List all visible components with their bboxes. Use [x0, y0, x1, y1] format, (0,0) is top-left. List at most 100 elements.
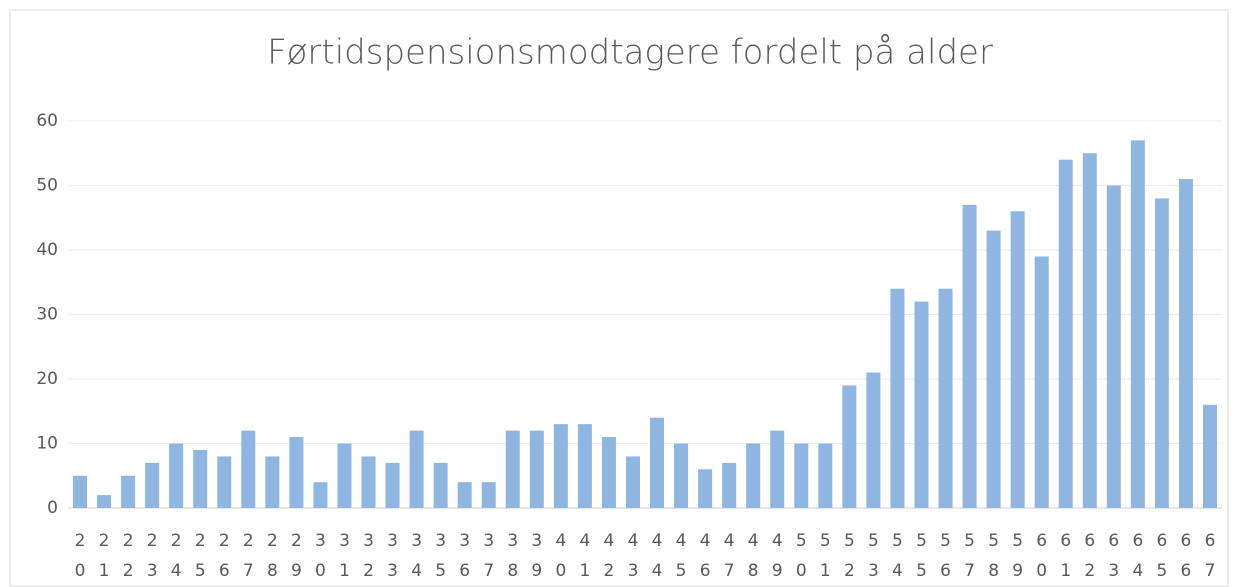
y-tick-label: 10 — [36, 434, 58, 454]
bar — [577, 424, 592, 508]
bar — [674, 443, 689, 508]
bar — [842, 385, 857, 508]
y-tick-label: 50 — [36, 176, 58, 196]
y-tick-label: 60 — [36, 111, 58, 131]
bar — [962, 204, 977, 508]
bar — [121, 475, 136, 508]
bar — [409, 430, 424, 508]
bar — [1202, 404, 1217, 508]
bar — [169, 443, 184, 508]
bar — [529, 430, 544, 508]
bar — [481, 482, 496, 508]
bar — [1154, 198, 1169, 508]
y-tick-label: 20 — [36, 369, 58, 389]
bar — [746, 443, 761, 508]
bar — [938, 288, 953, 508]
bar — [1178, 179, 1193, 509]
bar — [337, 443, 352, 508]
bar — [1058, 159, 1073, 508]
bar — [97, 495, 112, 508]
bar — [1106, 185, 1121, 508]
bar — [818, 443, 833, 508]
bar — [145, 462, 160, 508]
y-tick-label: 30 — [36, 305, 58, 325]
bar — [553, 424, 568, 508]
y-tick-label: 40 — [36, 240, 58, 260]
bar — [289, 437, 304, 508]
bar — [866, 372, 881, 508]
bar — [914, 301, 929, 508]
bar — [1082, 153, 1097, 508]
bar — [698, 469, 713, 508]
chart-title: Førtidspensionsmodtagere fordelt på alde… — [267, 33, 993, 73]
bar — [73, 475, 88, 508]
bar — [1130, 140, 1145, 508]
bar — [313, 482, 328, 508]
chart-border — [9, 9, 1229, 587]
bar — [890, 288, 905, 508]
bar — [241, 430, 256, 508]
bar — [433, 462, 448, 508]
bar — [770, 430, 785, 508]
bar — [794, 443, 809, 508]
bar — [722, 462, 737, 508]
bar — [601, 437, 616, 508]
bar — [217, 456, 232, 508]
bar — [265, 456, 280, 508]
bar — [1010, 211, 1025, 509]
bar — [650, 417, 665, 508]
bar — [385, 462, 400, 508]
bar — [457, 482, 472, 508]
bar — [361, 456, 376, 508]
bar — [625, 456, 640, 508]
bar — [505, 430, 520, 508]
